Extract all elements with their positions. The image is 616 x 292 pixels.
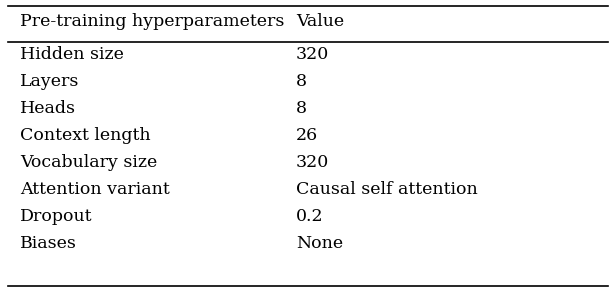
Text: 8: 8 — [296, 73, 307, 90]
Text: None: None — [296, 235, 343, 252]
Text: 320: 320 — [296, 154, 329, 171]
Text: 320: 320 — [296, 46, 329, 63]
Text: 0.2: 0.2 — [296, 208, 323, 225]
Text: Biases: Biases — [20, 235, 76, 252]
Text: 26: 26 — [296, 127, 318, 144]
Text: Pre-training hyperparameters: Pre-training hyperparameters — [20, 13, 284, 30]
Text: Heads: Heads — [20, 100, 76, 117]
Text: Layers: Layers — [20, 73, 79, 90]
Text: 8: 8 — [296, 100, 307, 117]
Text: Dropout: Dropout — [20, 208, 92, 225]
Text: Value: Value — [296, 13, 344, 30]
Text: Context length: Context length — [20, 127, 150, 144]
Text: Vocabulary size: Vocabulary size — [20, 154, 157, 171]
Text: Attention variant: Attention variant — [20, 181, 169, 198]
Text: Causal self attention: Causal self attention — [296, 181, 477, 198]
Text: Hidden size: Hidden size — [20, 46, 124, 63]
